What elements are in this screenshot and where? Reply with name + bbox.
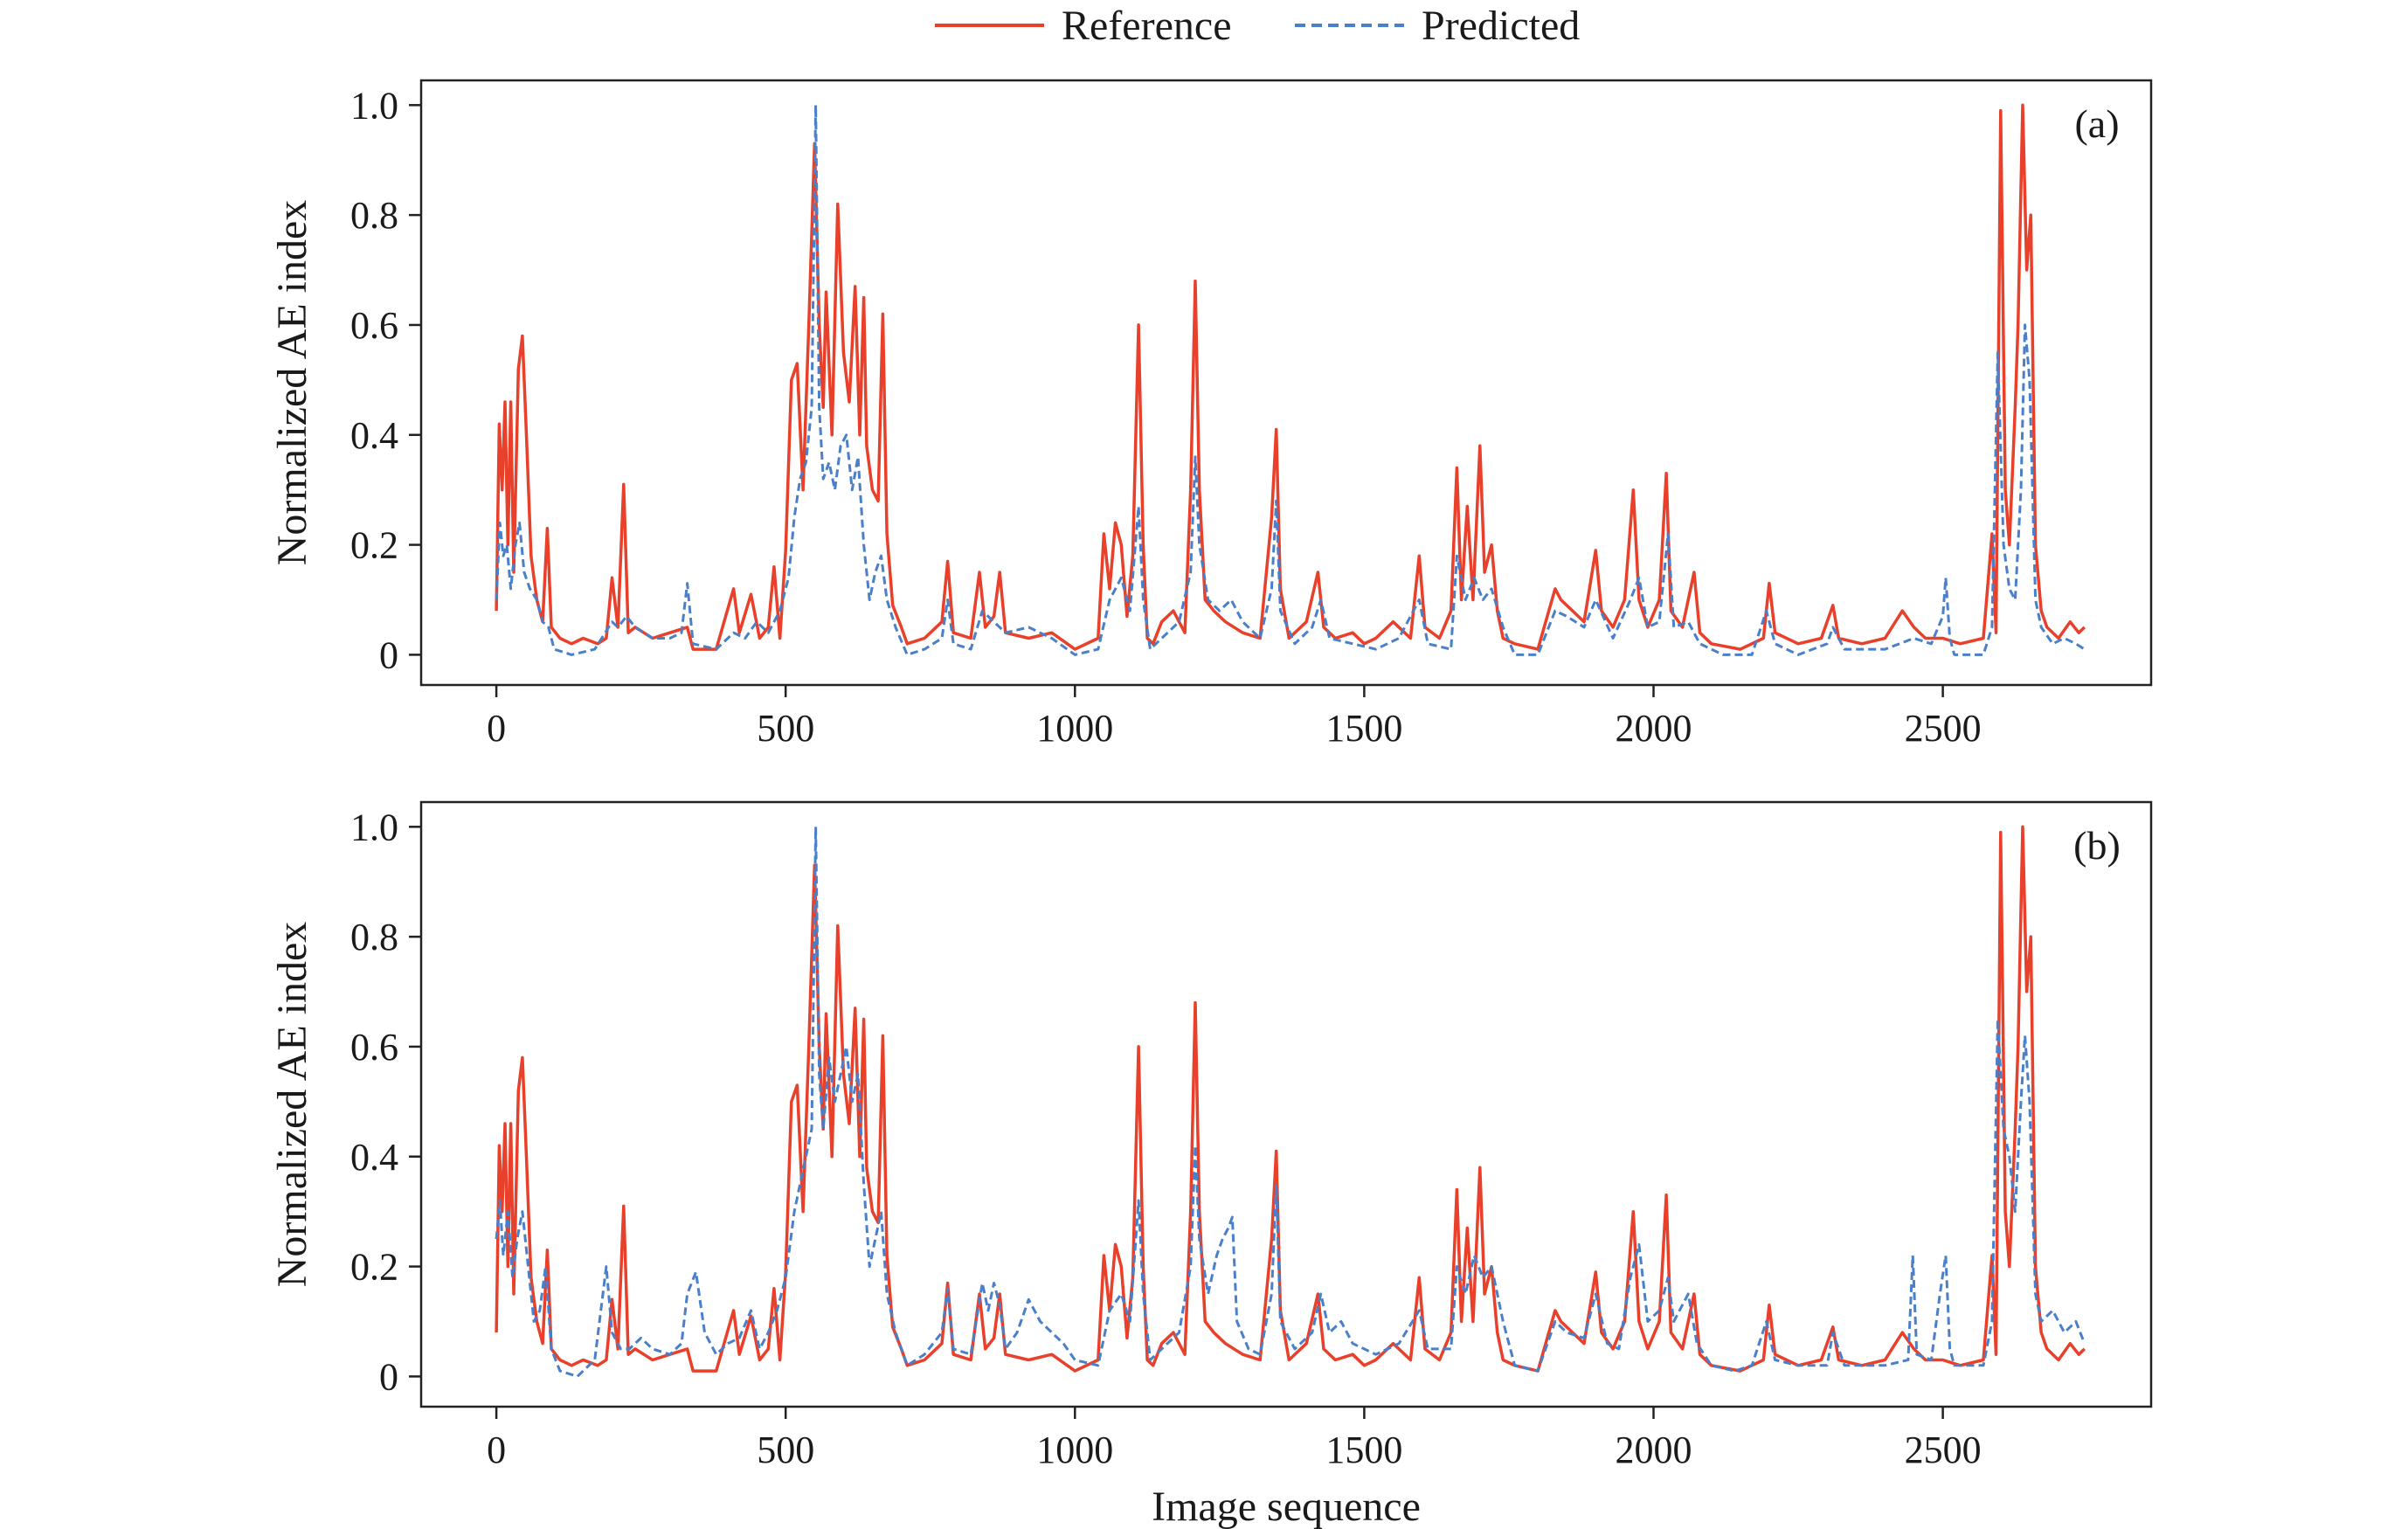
legend-label-predicted: Predicted bbox=[1422, 3, 1580, 49]
y-tick-label: 0.2 bbox=[350, 1246, 398, 1289]
y-axis-label-b: Normalized AE index bbox=[269, 922, 315, 1288]
series-line-predicted-b bbox=[495, 825, 2086, 1378]
panel-b: 0 500 1000 1500 2000 2500 0 0.2 0.4 0.6 0.8 1.0 (b… bbox=[269, 800, 2153, 1529]
x-tick-label: 1000 bbox=[1036, 707, 1113, 750]
x-tick-label: 1500 bbox=[1325, 707, 1402, 750]
y-tick-label: 0.4 bbox=[350, 1136, 398, 1179]
x-ticks-a: 0 500 1000 1500 2000 2500 bbox=[487, 685, 1982, 750]
x-tick-label: 2000 bbox=[1616, 1429, 1692, 1471]
y-axis-label-a: Normalized AE index bbox=[269, 200, 315, 566]
series-layer-a bbox=[495, 103, 2086, 656]
x-tick-label: 0 bbox=[487, 1429, 506, 1471]
series-line-predicted-a bbox=[495, 103, 2086, 656]
x-ticks-b: 0 500 1000 1500 2000 2500 bbox=[487, 1407, 1982, 1471]
series-line-reference-b bbox=[495, 825, 2086, 1373]
y-tick-label: 0 bbox=[379, 633, 398, 676]
y-tick-label: 0 bbox=[379, 1355, 398, 1398]
x-tick-label: 500 bbox=[757, 1429, 814, 1471]
legend: Reference Predicted bbox=[935, 3, 1580, 49]
y-tick-label: 1.0 bbox=[350, 84, 398, 127]
plot-frame-a bbox=[419, 79, 2153, 687]
panel-a: 0 500 1000 1500 2000 2500 0 0.2 0.4 0.6 0.8 1.0 (a… bbox=[269, 79, 2153, 750]
y-tick-label: 0.4 bbox=[350, 414, 398, 457]
x-tick-label: 2000 bbox=[1616, 707, 1692, 750]
plot-frame-b bbox=[419, 800, 2153, 1408]
y-ticks-a: 0 0.2 0.4 0.6 0.8 1.0 bbox=[350, 84, 421, 676]
panel-label-b: (b) bbox=[2073, 823, 2121, 868]
x-tick-label: 1500 bbox=[1325, 1429, 1402, 1471]
y-tick-label: 0.2 bbox=[350, 524, 398, 567]
series-layer-b bbox=[495, 825, 2086, 1378]
y-ticks-b: 0 0.2 0.4 0.6 0.8 1.0 bbox=[350, 806, 421, 1398]
x-tick-label: 2500 bbox=[1905, 707, 1982, 750]
x-tick-label: 500 bbox=[757, 707, 814, 750]
y-tick-label: 0.8 bbox=[350, 194, 398, 237]
legend-label-reference: Reference bbox=[1062, 3, 1232, 49]
y-tick-label: 0.8 bbox=[350, 916, 398, 958]
x-tick-label: 0 bbox=[487, 707, 506, 750]
panel-label-a: (a) bbox=[2074, 101, 2119, 146]
y-tick-label: 1.0 bbox=[350, 806, 398, 848]
y-tick-label: 0.6 bbox=[350, 1026, 398, 1069]
x-axis-label: Image sequence bbox=[1152, 1484, 1421, 1529]
x-tick-label: 1000 bbox=[1036, 1429, 1113, 1471]
series-line-reference-a bbox=[495, 103, 2086, 651]
x-tick-label: 2500 bbox=[1905, 1429, 1982, 1471]
y-tick-label: 0.6 bbox=[350, 304, 398, 347]
